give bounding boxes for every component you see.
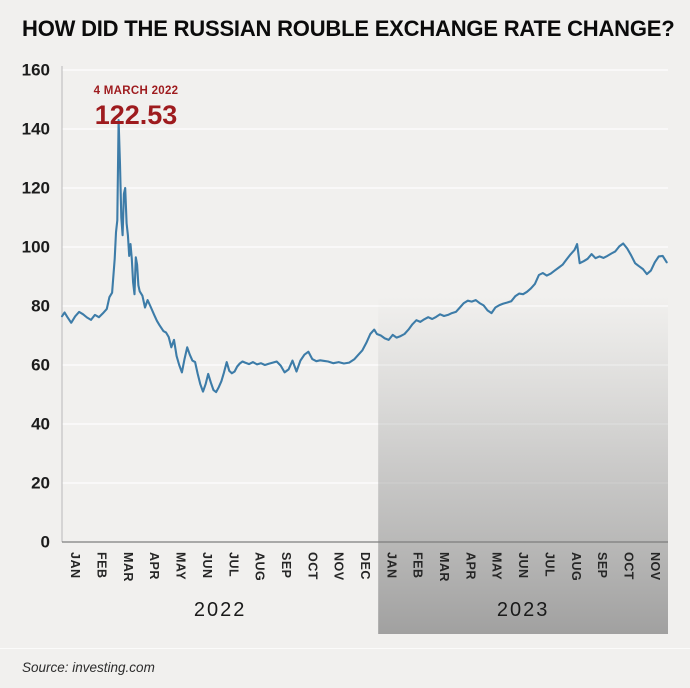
x-axis-label: NOV bbox=[332, 552, 346, 581]
exchange-rate-line bbox=[60, 119, 668, 394]
y-axis-label: 40 bbox=[31, 415, 50, 434]
x-axis-label: APR bbox=[463, 552, 477, 580]
y-axis-label: 140 bbox=[22, 120, 50, 139]
x-axis-label: JUL bbox=[226, 552, 240, 577]
x-axis-label: MAR bbox=[437, 552, 451, 582]
shaded-region-2023 bbox=[378, 296, 668, 634]
y-axis-label: 20 bbox=[31, 474, 50, 493]
y-axis-label: 80 bbox=[31, 297, 50, 316]
source-text: Source: investing.com bbox=[22, 660, 155, 675]
x-axis-label: JUN bbox=[200, 552, 214, 579]
y-axis-labels: 0 20 40 60 80 100 120 140 160 bbox=[22, 61, 50, 552]
x-axis-label: SEP bbox=[595, 552, 609, 579]
year-label: 2022 bbox=[194, 599, 247, 621]
x-axis-label: OCT bbox=[621, 552, 635, 580]
x-axis-label: JAN bbox=[68, 552, 82, 579]
x-axis-label: AUG bbox=[569, 552, 583, 581]
page-title: HOW DID THE RUSSIAN ROUBLE EXCHANGE RATE… bbox=[22, 16, 675, 41]
x-axis-label: DEC bbox=[358, 552, 372, 580]
header: HOW DID THE RUSSIAN ROUBLE EXCHANGE RATE… bbox=[0, 0, 690, 54]
y-axis-label: 60 bbox=[31, 356, 50, 375]
y-axis-label: 0 bbox=[41, 533, 50, 552]
x-axis-label: AUG bbox=[253, 552, 267, 581]
x-axis-label: MAY bbox=[174, 552, 188, 580]
y-axis-label: 120 bbox=[22, 179, 50, 198]
y-axis-label: 100 bbox=[22, 238, 50, 257]
x-axis-labels: JAN FEB MAR APR MAY JUN JUL AUG SEP OCT NOV DEC JAN F… bbox=[68, 552, 662, 582]
footer: Source: investing.com bbox=[0, 648, 690, 677]
year-label: 2023 bbox=[497, 599, 550, 621]
annotation-peak-value: 122.53 bbox=[95, 100, 178, 130]
x-axis-label: MAY bbox=[490, 552, 504, 580]
x-axis-label: FEB bbox=[95, 552, 109, 579]
y-axis-label: 160 bbox=[22, 61, 50, 80]
year-labels: 2022 2023 bbox=[194, 599, 550, 621]
x-axis-label: JUL bbox=[542, 552, 556, 577]
x-axis-label: FEB bbox=[411, 552, 425, 579]
x-axis-label: JUN bbox=[516, 552, 530, 579]
x-axis-label: APR bbox=[147, 552, 161, 580]
gridlines bbox=[62, 69, 668, 543]
x-axis-label: JAN bbox=[384, 552, 398, 579]
x-axis-label: MAR bbox=[121, 552, 135, 582]
x-axis-label: SEP bbox=[279, 552, 293, 579]
x-axis-label: OCT bbox=[305, 552, 319, 580]
annotation-date-label: 4 MARCH 2022 bbox=[94, 85, 179, 97]
exchange-rate-chart: 0 20 40 60 80 100 120 140 160 4 MARCH 2022 122.5… bbox=[22, 61, 668, 634]
x-axis-label: NOV bbox=[648, 552, 662, 581]
